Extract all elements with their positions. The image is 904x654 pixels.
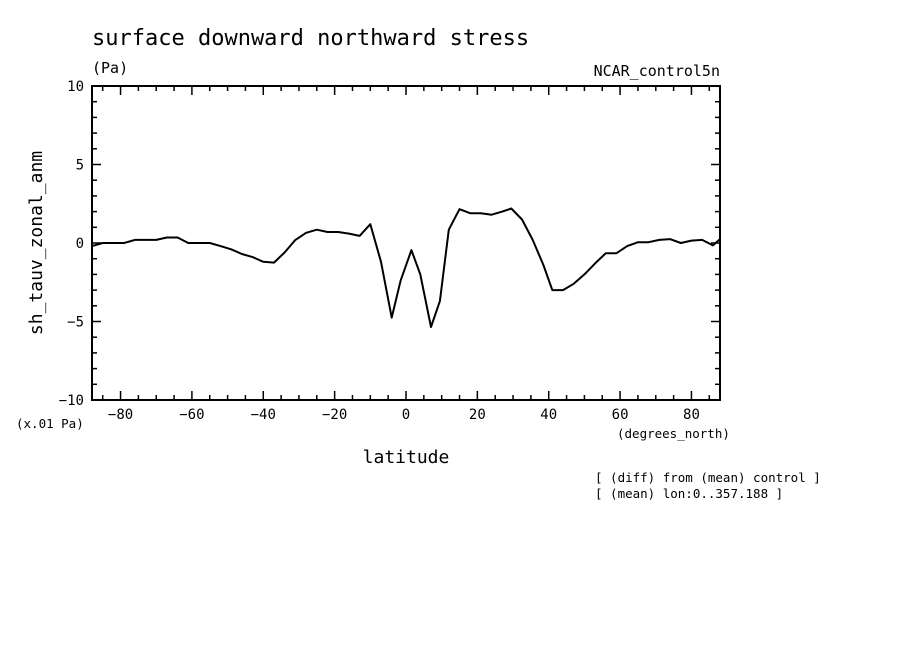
axis-tick-labels: −80 −60 −40 −20 0 20 40 60 80 −10 −5 0 5 10 <box>59 79 700 423</box>
chart-subtitle-units: (Pa) <box>92 59 128 77</box>
x-tick-label: −60 <box>179 407 204 423</box>
annotation-mean: [ (mean) lon:0..357.188 ] <box>595 486 783 501</box>
y-tick-label: −5 <box>67 315 84 331</box>
x-tick-label: 80 <box>683 407 700 423</box>
x-tick-label: −80 <box>108 407 133 423</box>
x-tick-label: −20 <box>322 407 347 423</box>
series-line <box>91 207 721 328</box>
y-tick-label: 5 <box>76 158 84 174</box>
y-axis-label: sh_tauv_zonal_anm <box>26 151 47 335</box>
chart-subtitle-source: NCAR_control5n <box>594 62 720 80</box>
y-tick-label: 10 <box>67 79 84 95</box>
x-tick-label: 0 <box>402 407 410 423</box>
x-tick-label: 20 <box>469 407 486 423</box>
x-axis-units: (degrees_north) <box>617 426 730 441</box>
x-tick-label: −40 <box>251 407 276 423</box>
x-tick-label: 40 <box>540 407 557 423</box>
y-axis-units: (x.01 Pa) <box>16 416 84 431</box>
y-tick-label: −10 <box>59 393 84 409</box>
x-tick-label: 60 <box>612 407 629 423</box>
x-axis-label: latitude <box>363 447 450 468</box>
plot-frame <box>91 85 721 401</box>
annotation-diff: [ (diff) from (mean) control ] <box>595 470 821 485</box>
y-tick-label: 0 <box>76 236 84 252</box>
chart-title: surface downward northward stress <box>92 26 529 51</box>
